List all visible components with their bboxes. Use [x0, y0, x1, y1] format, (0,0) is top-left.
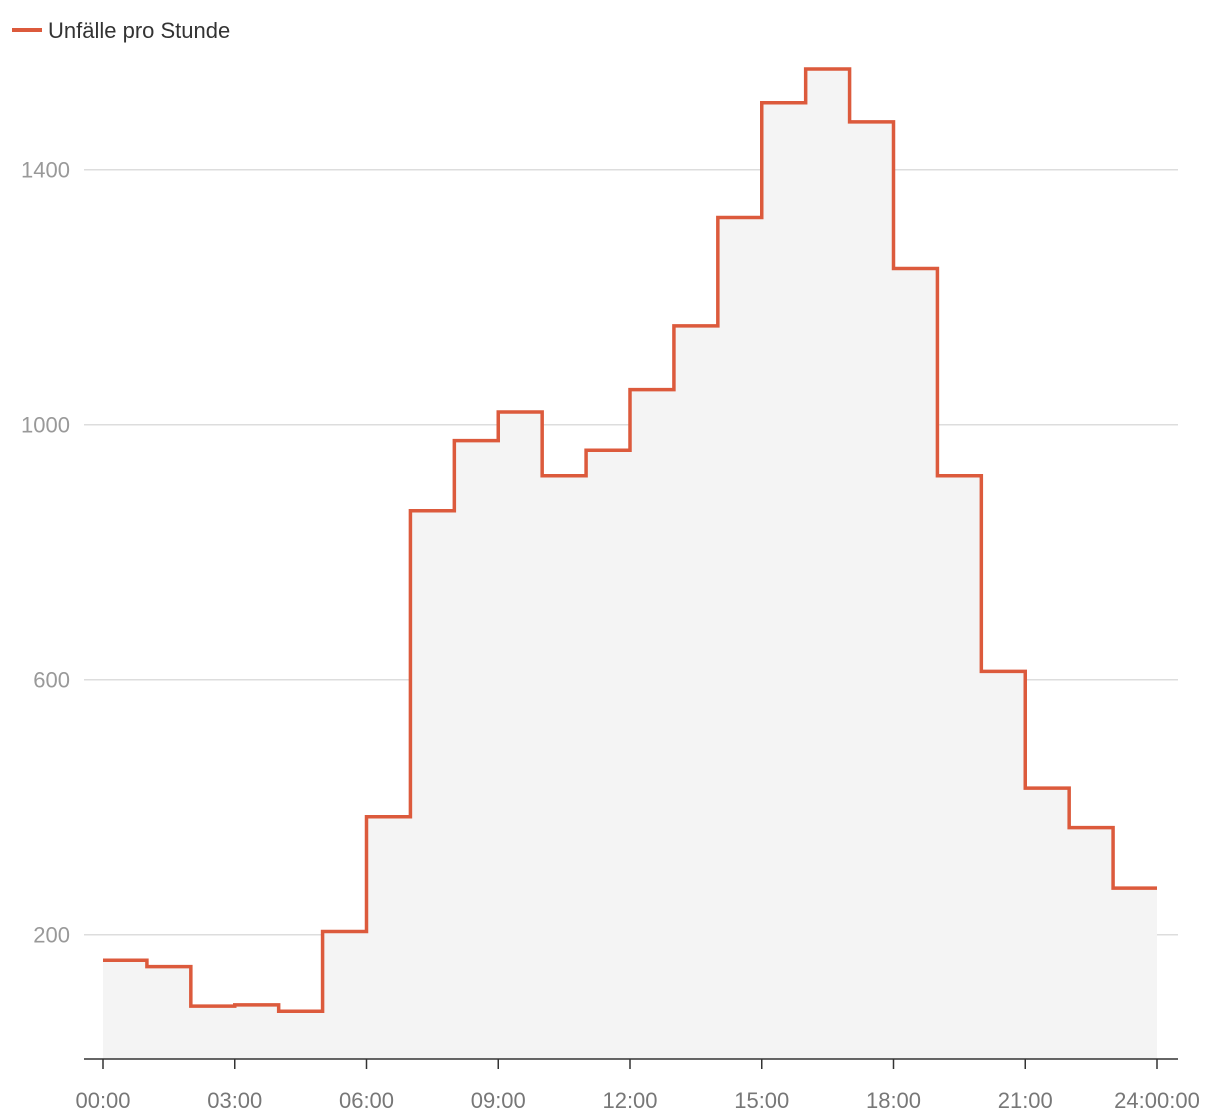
- y-tick-label-1400: 1400: [21, 158, 70, 183]
- plot-area: [103, 67, 1157, 1059]
- series-area-fill: [103, 68, 1157, 1059]
- x-tick-label-0: 00:00: [75, 1088, 130, 1113]
- x-tick-label-1: 03:00: [207, 1088, 262, 1113]
- x-tick-label-3: 09:00: [471, 1088, 526, 1113]
- y-tick-label-1000: 1000: [21, 413, 70, 438]
- x-tick-label-6: 18:00: [866, 1088, 921, 1113]
- y-tick-label-600: 600: [33, 668, 70, 693]
- x-tick-label-5: 15:00: [734, 1088, 789, 1113]
- series-step-line: [103, 67, 1157, 1013]
- legend: Unfälle pro Stunde: [12, 18, 230, 43]
- x-axis: 00:00 03:00 06:00 09:00 12:00 15:00 18:00 21:00…: [75, 1058, 1200, 1113]
- x-tick-label-4: 12:00: [602, 1088, 657, 1113]
- x-tick-label-8: 24:00:00: [1114, 1088, 1200, 1113]
- legend-label: Unfälle pro Stunde: [48, 18, 230, 43]
- x-tick-label-2: 06:00: [339, 1088, 394, 1113]
- y-tick-label-200: 200: [33, 923, 70, 948]
- x-tick-label-7: 21:00: [998, 1088, 1053, 1113]
- y-tick-labels: 200 600 1000 1400: [21, 158, 70, 948]
